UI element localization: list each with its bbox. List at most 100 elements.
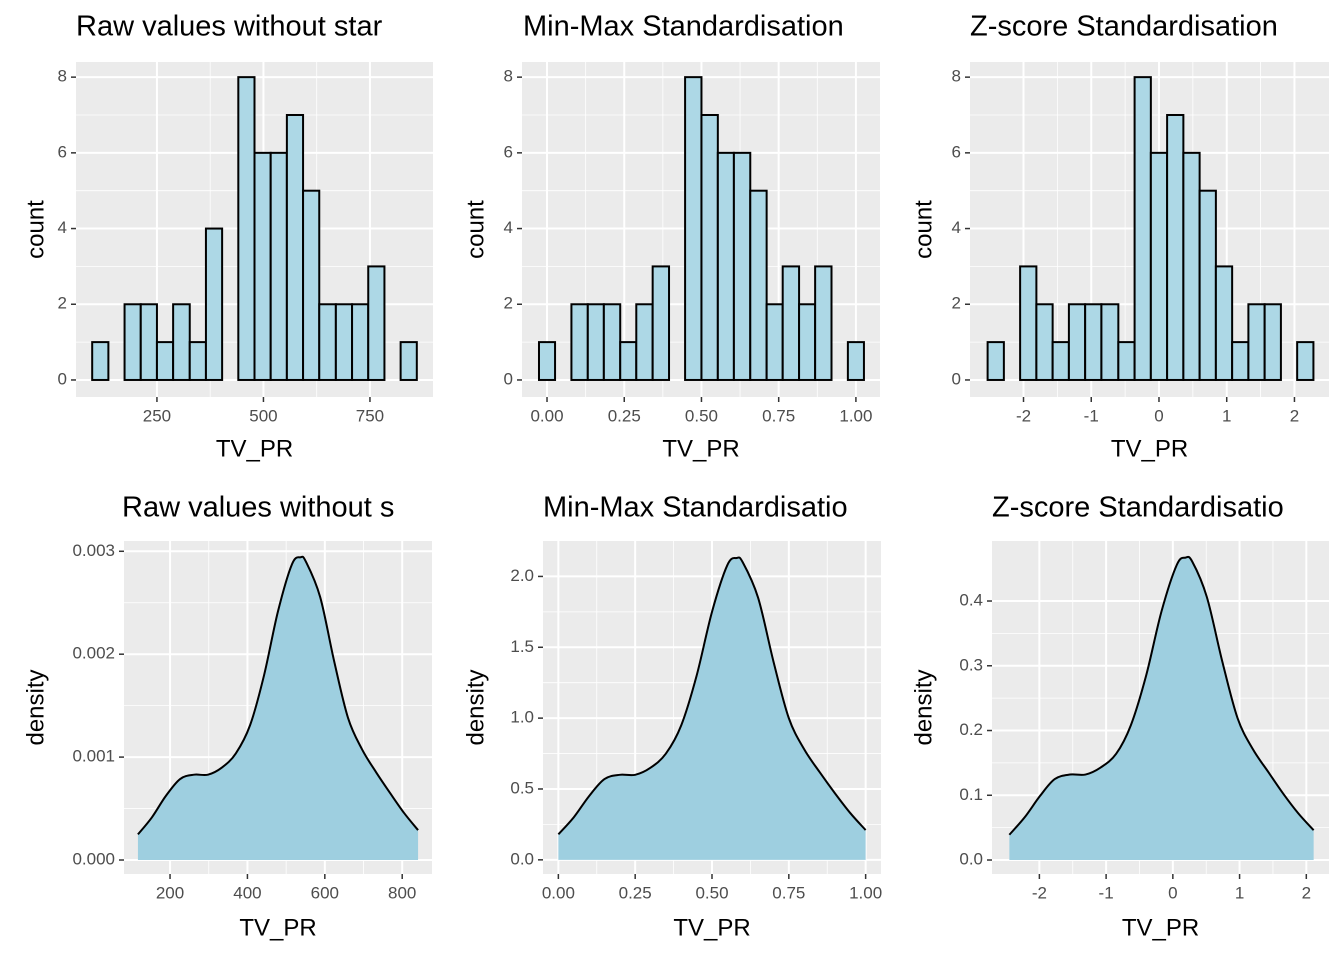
x-axis-label: TV_PR xyxy=(216,435,293,462)
x-axis-label: TV_PR xyxy=(1122,914,1199,941)
y-tick-label: 2 xyxy=(952,294,961,313)
x-tick-label: 1 xyxy=(1222,406,1231,425)
y-axis-label: count xyxy=(462,200,489,259)
chart-title: Min-Max Standardisation xyxy=(523,11,844,43)
panel: 250 500 750 0 2 4 6 8 Raw values without star TV_… xyxy=(22,11,433,462)
histogram-bar xyxy=(749,189,768,381)
histogram-bar xyxy=(781,265,801,381)
histogram-bar xyxy=(1214,265,1234,381)
histogram-bar xyxy=(1198,189,1217,381)
y-tick-label: 0.002 xyxy=(72,644,115,663)
histogram-bar xyxy=(1100,303,1120,381)
histogram-bar xyxy=(367,265,386,381)
histogram-bar xyxy=(1166,113,1185,381)
y-tick-label: 6 xyxy=(58,142,67,161)
density-area xyxy=(558,557,866,860)
histogram-bar xyxy=(732,151,752,381)
x-tick-label: -1 xyxy=(1084,406,1099,425)
histogram-bar xyxy=(1182,151,1201,381)
histogram-bar xyxy=(716,151,735,381)
y-tick-label: 0.2 xyxy=(959,720,983,739)
histogram-bar xyxy=(814,265,833,381)
y-tick-label: 0.0 xyxy=(959,849,983,868)
histogram-bar xyxy=(846,341,865,381)
y-tick-label: 0.0 xyxy=(510,849,534,868)
histogram-bar xyxy=(765,303,784,381)
histogram-bar xyxy=(1247,303,1266,381)
y-tick-label: 2 xyxy=(58,294,67,313)
y-tick-label: 0.4 xyxy=(959,591,983,610)
x-tick-label: 0.75 xyxy=(762,406,795,425)
histogram-bar xyxy=(302,189,321,381)
density-line xyxy=(557,556,867,835)
x-tick-label: 0.00 xyxy=(530,406,563,425)
panel: 200 400 600 800 0.000 0.001 0.002 0.003 Raw valu… xyxy=(22,492,432,941)
histogram-bar xyxy=(318,303,337,381)
x-tick-label: 0 xyxy=(1154,406,1163,425)
x-tick-label: 0.25 xyxy=(619,883,652,902)
y-tick-label: 0 xyxy=(58,369,67,388)
y-tick-label: 4 xyxy=(952,218,961,237)
histogram-bar xyxy=(1067,303,1087,381)
y-tick-label: 0 xyxy=(952,369,961,388)
chart-title: Z-score Standardisatio xyxy=(992,492,1284,524)
histogram-bar xyxy=(570,303,589,381)
histogram-bar xyxy=(586,303,605,381)
histogram-bar xyxy=(188,341,207,381)
y-axis-label: density xyxy=(22,669,49,745)
x-tick-label: 200 xyxy=(156,883,184,902)
y-tick-label: 2 xyxy=(504,294,513,313)
y-tick-label: 0.1 xyxy=(959,785,983,804)
x-tick-label: 750 xyxy=(356,406,384,425)
histogram-bar xyxy=(684,76,703,381)
x-tick-label: -2 xyxy=(1032,883,1047,902)
x-tick-label: 1.00 xyxy=(849,883,882,902)
x-tick-label: 2 xyxy=(1290,406,1299,425)
x-tick-label: 500 xyxy=(249,406,277,425)
y-tick-label: 1.5 xyxy=(510,637,534,656)
histogram-bar xyxy=(1051,341,1070,381)
histogram-bar xyxy=(351,303,370,381)
y-tick-label: 0.003 xyxy=(72,541,115,560)
density-line xyxy=(1008,555,1315,836)
histogram-bar xyxy=(1133,76,1152,381)
histogram-bar xyxy=(1149,151,1169,381)
x-tick-label: 0.00 xyxy=(542,883,575,902)
density-line xyxy=(137,555,419,836)
x-tick-label: -1 xyxy=(1099,883,1114,902)
x-tick-label: 400 xyxy=(233,883,261,902)
chart-title: Min-Max Standardisatio xyxy=(543,492,848,524)
panel: 0.00 0.25 0.50 0.75 1.00 0 2 4 6 8 Min-Max Standar… xyxy=(462,11,880,462)
histogram-bar xyxy=(172,303,191,381)
y-axis-label: count xyxy=(22,200,49,259)
y-tick-label: 6 xyxy=(504,142,513,161)
histogram-bar xyxy=(651,265,671,381)
histogram-bar xyxy=(123,303,142,381)
y-tick-label: 0.000 xyxy=(72,849,115,868)
y-tick-label: 0.001 xyxy=(72,747,115,766)
histogram-bar xyxy=(537,341,557,381)
x-tick-label: 1 xyxy=(1235,883,1244,902)
histogram-bar xyxy=(700,113,719,381)
histogram-bar xyxy=(1296,341,1315,381)
histogram-bar xyxy=(986,341,1005,381)
panel: -2 -1 0 1 2 0.0 0.1 0.2 0.3 0.4 Z-score Standardis… xyxy=(910,492,1329,941)
histogram-bar xyxy=(635,303,654,381)
chart-title: Raw values without s xyxy=(122,492,394,524)
y-tick-label: 4 xyxy=(504,218,513,237)
x-axis-label: TV_PR xyxy=(662,435,739,462)
histogram-bar xyxy=(91,341,110,381)
x-axis-label: TV_PR xyxy=(239,914,316,941)
y-tick-label: 6 xyxy=(952,142,961,161)
x-tick-label: 0.25 xyxy=(608,406,641,425)
histogram-bar xyxy=(602,303,622,381)
y-tick-label: 0.5 xyxy=(510,778,534,797)
histogram-bar xyxy=(204,227,224,381)
histogram-bar xyxy=(1263,303,1282,381)
x-tick-label: 2 xyxy=(1302,883,1311,902)
panel: 0.00 0.25 0.50 0.75 1.00 0.0 0.5 1.0 1.5 2.0 Min-M… xyxy=(462,492,882,942)
histogram-bar xyxy=(399,341,418,381)
y-tick-label: 1.0 xyxy=(510,708,534,727)
